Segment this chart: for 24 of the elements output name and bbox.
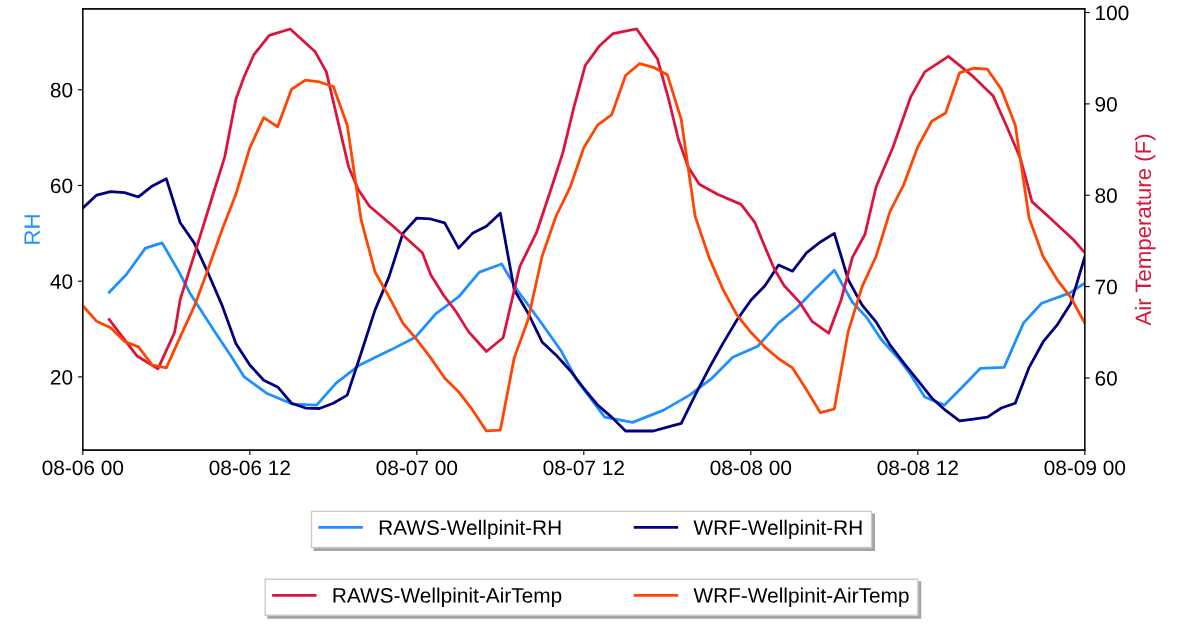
y2-tick-label: 90 <box>1095 96 1117 112</box>
x-tick-label: 08-06 00 <box>42 460 124 476</box>
x-tick-label: 08-07 12 <box>543 460 624 476</box>
y2-tick-label: 80 <box>1095 188 1117 203</box>
x-tick-label: 08-06 12 <box>209 460 290 476</box>
y2-tick-label: 70 <box>1095 279 1117 295</box>
y-axis-title: RH <box>24 215 40 244</box>
y2-tick-label: 100 <box>1096 5 1129 21</box>
x-tick-label: 08-09 00 <box>1044 460 1126 476</box>
x-tick-label: 08-08 00 <box>710 460 792 476</box>
line-series <box>82 62 1085 433</box>
x-tick-label: 08-08 12 <box>877 460 958 476</box>
y-tick-label: 40 <box>50 274 73 289</box>
y-tick-label: 80 <box>50 82 73 98</box>
line-series <box>82 177 1085 433</box>
legend-label: RAWS-Wellpinit-AirTemp <box>333 587 562 607</box>
y2-axis-title: Air Temperature (F) <box>1134 134 1156 326</box>
y-tick-label: 20 <box>50 369 73 385</box>
x-tick-label: 08-07 00 <box>376 460 458 476</box>
legend-label: RAWS-Wellpinit-RH <box>379 519 561 540</box>
y-tick-label: 60 <box>50 178 73 194</box>
legend-label: WRF-Wellpinit-RH <box>693 519 862 540</box>
legend-label: WRF-Wellpinit-AirTemp <box>693 587 909 607</box>
y2-tick-label: 60 <box>1095 370 1117 386</box>
